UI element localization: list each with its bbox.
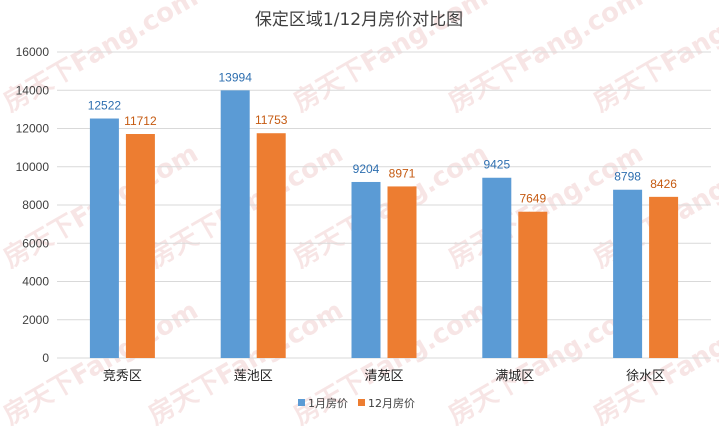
x-category-label: 徐水区 — [626, 369, 665, 384]
data-label: 8798 — [614, 170, 641, 184]
bar-series2 — [387, 186, 417, 358]
gridlines — [57, 51, 711, 359]
x-axis-categories: 竞秀区 莲池区 清苑区 满城区 徐水区 — [103, 368, 665, 384]
x-category-label: 满城区 — [495, 369, 534, 384]
bar-series2 — [125, 134, 155, 358]
bar-series1 — [351, 181, 381, 358]
y-tick-label: 12000 — [16, 122, 50, 136]
data-label: 12522 — [88, 99, 122, 113]
data-label: 9204 — [353, 162, 380, 176]
legend-label: 12月房价 — [368, 397, 415, 410]
data-label: 13994 — [219, 70, 253, 84]
y-axis-ticks: 0 2000 4000 6000 8000 10000 12000 14000 16000 — [16, 45, 50, 365]
x-category-label: 清苑区 — [364, 369, 403, 384]
y-tick-label: 10000 — [16, 160, 50, 174]
y-tick-label: 2000 — [22, 313, 49, 327]
data-label: 8971 — [389, 166, 416, 180]
y-tick-label: 0 — [42, 351, 49, 365]
bar-series2 — [256, 133, 286, 358]
bar-series1 — [220, 90, 250, 359]
legend-swatch — [298, 399, 305, 406]
x-category-label: 莲池区 — [234, 369, 273, 384]
data-label: 7649 — [519, 192, 546, 206]
y-tick-label: 16000 — [16, 45, 50, 59]
data-label: 9425 — [483, 158, 510, 172]
bars-group — [89, 90, 679, 359]
bar-series1 — [613, 189, 643, 358]
data-label: 8426 — [650, 177, 677, 191]
data-label: 11712 — [124, 114, 157, 128]
bar-series1 — [482, 177, 512, 358]
y-tick-label: 14000 — [16, 83, 50, 97]
bar-series2 — [649, 196, 679, 358]
bar-series1 — [89, 118, 119, 358]
chart-title: 保定区域1/12月房价对比图 — [255, 10, 463, 30]
y-tick-label: 8000 — [22, 198, 49, 212]
x-category-label: 竞秀区 — [103, 368, 142, 384]
y-tick-label: 6000 — [22, 236, 49, 250]
legend-swatch — [358, 399, 365, 406]
y-tick-label: 4000 — [22, 275, 49, 289]
data-label: 11753 — [255, 113, 288, 127]
legend: 1月房价 12月房价 — [298, 397, 415, 410]
bar-series2 — [518, 211, 548, 358]
legend-label: 1月房价 — [308, 397, 348, 410]
